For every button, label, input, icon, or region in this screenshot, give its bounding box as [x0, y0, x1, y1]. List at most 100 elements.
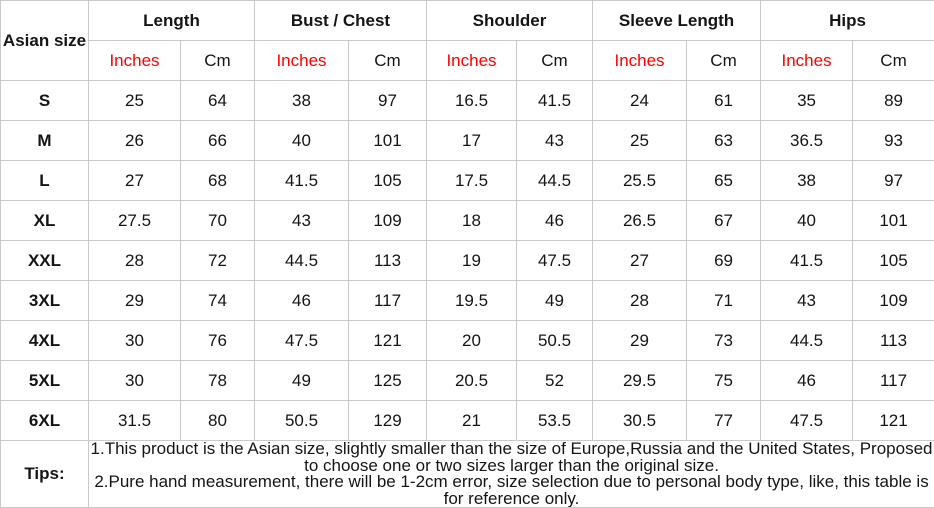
cm-value: 50.5 [517, 321, 593, 361]
cm-value: 80 [181, 401, 255, 441]
inches-value: 41.5 [761, 241, 853, 281]
inches-value: 17.5 [427, 161, 517, 201]
corner-header-asian-size: Asian size [1, 1, 89, 81]
cm-value: 73 [687, 321, 761, 361]
inches-value: 30 [89, 321, 181, 361]
cm-value: 66 [181, 121, 255, 161]
cm-value: 65 [687, 161, 761, 201]
cm-value: 89 [853, 81, 934, 121]
cm-value: 105 [349, 161, 427, 201]
inches-value: 35 [761, 81, 853, 121]
inches-value: 44.5 [255, 241, 349, 281]
group-header-shoulder: Shoulder [427, 1, 593, 41]
size-label: 5XL [1, 361, 89, 401]
tips-label: Tips: [1, 441, 89, 508]
inches-value: 44.5 [761, 321, 853, 361]
inches-value: 18 [427, 201, 517, 241]
cm-value: 70 [181, 201, 255, 241]
inches-value: 29.5 [593, 361, 687, 401]
size-label: 4XL [1, 321, 89, 361]
cm-value: 53.5 [517, 401, 593, 441]
inches-value: 27 [593, 241, 687, 281]
cm-value: 105 [853, 241, 934, 281]
cm-value: 121 [853, 401, 934, 441]
cm-value: 41.5 [517, 81, 593, 121]
header-row-groups: Asian size Length Bust / Chest Shoulder … [1, 1, 934, 41]
cm-value: 113 [853, 321, 934, 361]
inches-value: 43 [255, 201, 349, 241]
inches-value: 49 [255, 361, 349, 401]
size-label: S [1, 81, 89, 121]
inches-value: 26.5 [593, 201, 687, 241]
inches-value: 40 [255, 121, 349, 161]
inches-value: 27 [89, 161, 181, 201]
cm-value: 97 [349, 81, 427, 121]
inches-value: 25 [89, 81, 181, 121]
cm-value: 77 [687, 401, 761, 441]
inches-value: 29 [593, 321, 687, 361]
size-label: 3XL [1, 281, 89, 321]
cm-value: 97 [853, 161, 934, 201]
cm-value: 129 [349, 401, 427, 441]
cm-value: 43 [517, 121, 593, 161]
inches-value: 20.5 [427, 361, 517, 401]
inches-value: 26 [89, 121, 181, 161]
header-row-units: Inches Cm Inches Cm Inches Cm Inches Cm … [1, 41, 934, 81]
inches-value: 28 [593, 281, 687, 321]
cm-value: 71 [687, 281, 761, 321]
inches-value: 27.5 [89, 201, 181, 241]
inches-value: 30.5 [593, 401, 687, 441]
unit-header-inches: Inches [89, 41, 181, 81]
cm-value: 63 [687, 121, 761, 161]
inches-value: 31.5 [89, 401, 181, 441]
cm-value: 76 [181, 321, 255, 361]
inches-value: 17 [427, 121, 517, 161]
unit-header-cm: Cm [517, 41, 593, 81]
size-label: M [1, 121, 89, 161]
unit-header-cm: Cm [687, 41, 761, 81]
size-label: XL [1, 201, 89, 241]
cm-value: 46 [517, 201, 593, 241]
cm-value: 64 [181, 81, 255, 121]
cm-value: 68 [181, 161, 255, 201]
cm-value: 67 [687, 201, 761, 241]
unit-header-cm: Cm [181, 41, 255, 81]
inches-value: 40 [761, 201, 853, 241]
unit-header-inches: Inches [255, 41, 349, 81]
group-header-sleeve-length: Sleeve Length [593, 1, 761, 41]
inches-value: 46 [255, 281, 349, 321]
cm-value: 117 [853, 361, 934, 401]
cm-value: 93 [853, 121, 934, 161]
inches-value: 38 [255, 81, 349, 121]
cm-value: 74 [181, 281, 255, 321]
inches-value: 38 [761, 161, 853, 201]
inches-value: 25.5 [593, 161, 687, 201]
inches-value: 46 [761, 361, 853, 401]
size-label: L [1, 161, 89, 201]
group-header-hips: Hips [761, 1, 934, 41]
inches-value: 16.5 [427, 81, 517, 121]
inches-value: 30 [89, 361, 181, 401]
unit-header-cm: Cm [853, 41, 934, 81]
tips-row: Tips: 1.This product is the Asian size, … [1, 441, 934, 508]
inches-value: 25 [593, 121, 687, 161]
cm-value: 72 [181, 241, 255, 281]
cm-value: 52 [517, 361, 593, 401]
unit-header-cm: Cm [349, 41, 427, 81]
inches-value: 47.5 [761, 401, 853, 441]
cm-value: 101 [853, 201, 934, 241]
cm-value: 125 [349, 361, 427, 401]
inches-value: 50.5 [255, 401, 349, 441]
size-label: 6XL [1, 401, 89, 441]
inches-value: 29 [89, 281, 181, 321]
